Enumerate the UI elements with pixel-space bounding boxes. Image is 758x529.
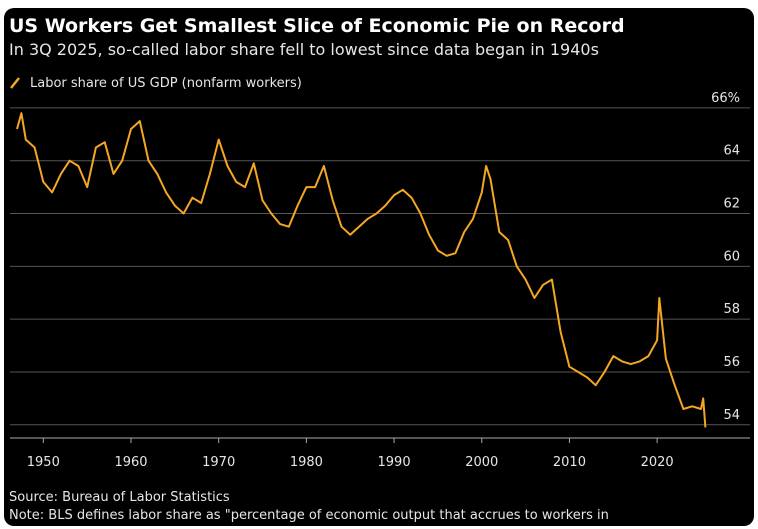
x-tick-label: 1990 xyxy=(378,455,411,470)
x-tick-label: 2000 xyxy=(465,455,498,470)
legend-label: Labor share of US GDP (nonfarm workers) xyxy=(30,76,302,91)
y-tick-label: 54 xyxy=(723,408,740,423)
y-tick-label: 62 xyxy=(723,197,740,212)
x-tick-label: 1980 xyxy=(290,455,323,470)
x-tick-label: 1960 xyxy=(114,455,147,470)
note: Note: BLS defines labor share as "percen… xyxy=(9,508,609,523)
y-tick-label: 64 xyxy=(723,144,740,159)
source: Source: Bureau of Labor Statistics xyxy=(9,490,230,505)
subtitle: In 3Q 2025, so-called labor share fell t… xyxy=(9,40,599,59)
y-tick-label: 66% xyxy=(711,91,740,106)
legend-swatch xyxy=(10,77,20,89)
x-tick-label: 1970 xyxy=(202,455,235,470)
x-tick-label: 1950 xyxy=(27,455,60,470)
chart-title: US Workers Get Smallest Slice of Economi… xyxy=(9,15,625,37)
y-tick-label: 60 xyxy=(723,249,740,264)
data-line xyxy=(16,112,707,428)
x-tick-label: 2010 xyxy=(553,455,586,470)
panel xyxy=(4,8,754,526)
y-tick-label: 58 xyxy=(723,302,740,317)
y-tick-label: 56 xyxy=(723,355,740,370)
x-tick-label: 2020 xyxy=(641,455,674,470)
